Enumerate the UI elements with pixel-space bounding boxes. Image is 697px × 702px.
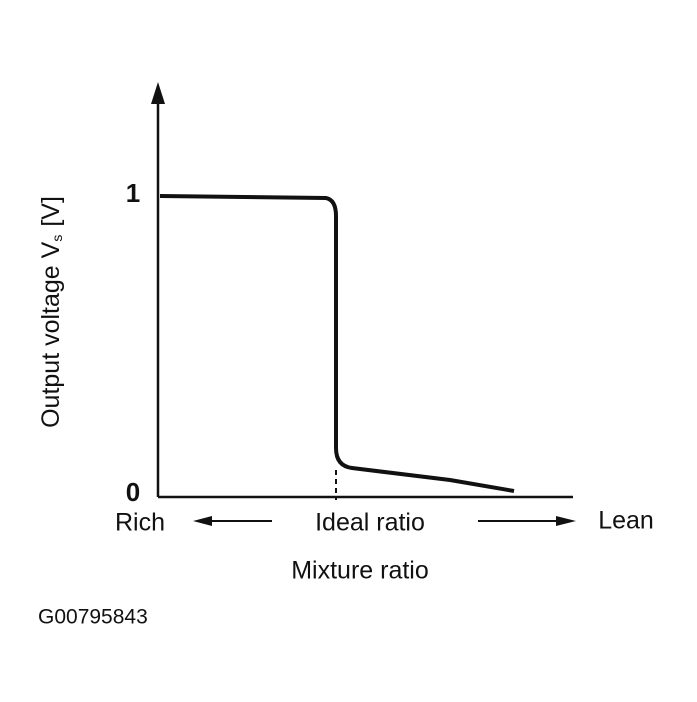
figure-id: G00795843 [38,606,148,629]
ideal-ratio-label: Ideal ratio [315,509,425,537]
rich-label: Rich [115,509,165,537]
y-axis-label: Output voltage Vs [V] [37,196,65,428]
sensor-curve [159,194,515,493]
x-axis-label: Mixture ratio [291,557,429,585]
y-label-unit: [V] [37,196,65,227]
y-tick-label: 0 [126,477,140,507]
y-label-text: Output voltage V [37,241,65,428]
y-axis-arrow [151,82,165,104]
y-tick-label: 1 [126,178,140,208]
lean-arrow-head [556,516,576,526]
y-label-subscript: s [49,235,65,242]
lean-label: Lean [598,507,654,535]
rich-arrow-head [193,516,212,526]
